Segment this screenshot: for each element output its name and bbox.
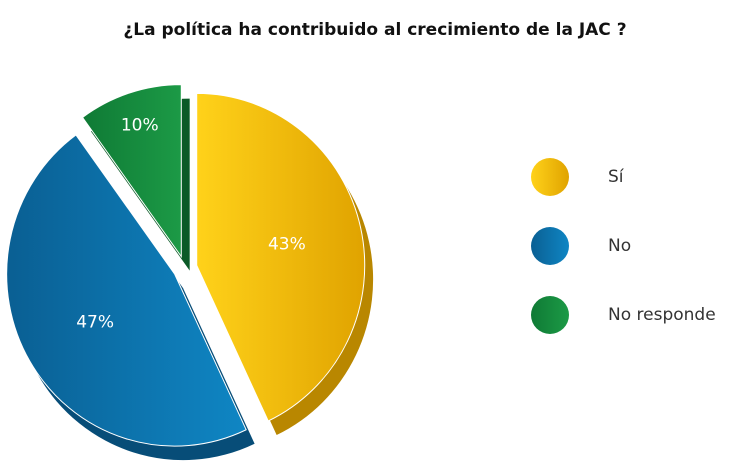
slice <box>81 84 182 259</box>
legend-swatch <box>531 296 569 334</box>
legend-swatch <box>531 158 569 196</box>
legend-label: No <box>608 236 631 256</box>
data-label: 43% <box>268 235 306 255</box>
slice <box>6 134 247 447</box>
data-label: 10% <box>121 116 159 136</box>
chart-title: ¿La política ha contribuido al crecimien… <box>123 20 626 40</box>
data-label: 47% <box>76 312 114 332</box>
slice <box>196 92 366 422</box>
legend-label: Sí <box>608 167 625 187</box>
legend-swatch <box>531 227 569 265</box>
legend-label: No responde <box>608 305 716 325</box>
